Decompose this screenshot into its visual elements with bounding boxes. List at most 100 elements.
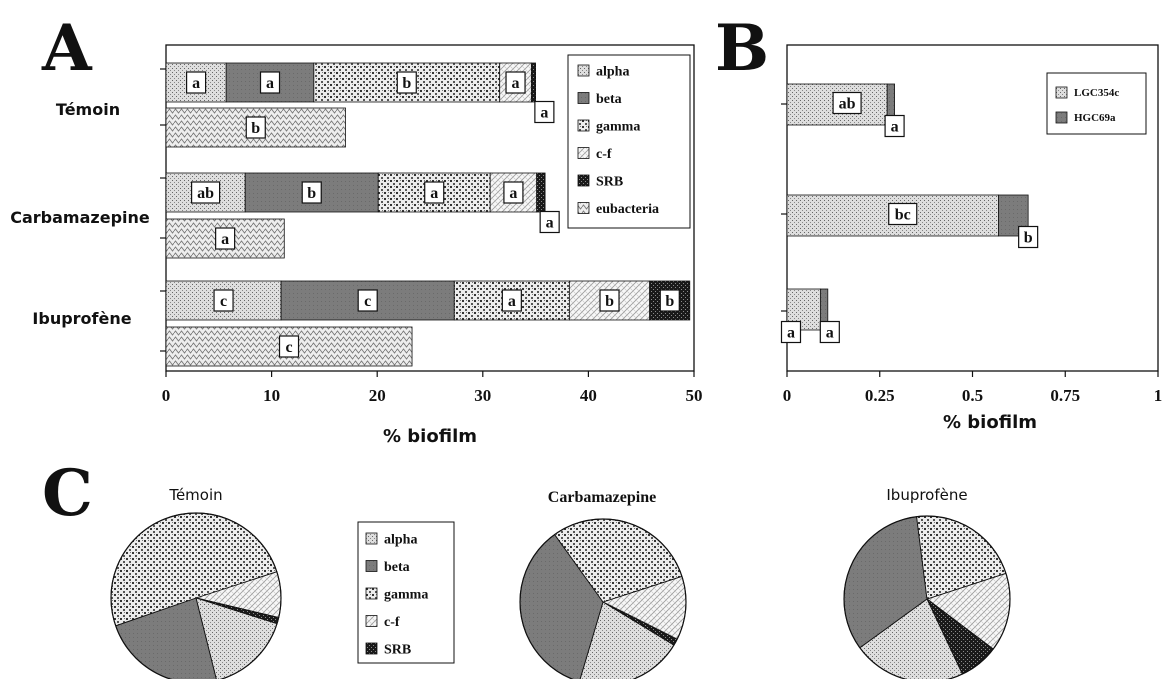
legend-label-hgc69a: HGC69a bbox=[1074, 112, 1116, 124]
bar-srb-carbamazepine bbox=[536, 172, 546, 213]
legend-label-c-f: c-f bbox=[596, 147, 612, 162]
panel-b-legend-box bbox=[1046, 72, 1147, 135]
panel-a-legend-box bbox=[567, 54, 691, 229]
label-beta-carbamazepine-text: b bbox=[307, 185, 316, 202]
panel-c-chart: Témoin Carbamazepine Ibuprofène alpha bet… bbox=[110, 486, 1011, 679]
label-beta-t-moin: a bbox=[259, 71, 281, 94]
panel-b-bars: ab a bc b a a bbox=[780, 83, 1039, 344]
label-eubacteria-carbamazepine-text: a bbox=[221, 231, 229, 248]
label-eubacteria-t-moin-box bbox=[245, 116, 266, 139]
pie-outline-carbamazepine bbox=[519, 518, 687, 679]
pie-legend-swatch-c-f bbox=[365, 615, 378, 627]
panel-a-axis-ticks: 0 10 20 30 40 50 bbox=[160, 68, 703, 405]
pie-legend-label-c-f: c-f bbox=[384, 615, 400, 630]
legend-label-eubacteria: eubacteria bbox=[596, 202, 659, 217]
panel-a-x-tick-label: 0 bbox=[162, 386, 171, 405]
legend-swatch-alpha bbox=[577, 64, 590, 77]
label-alpha-carbamazepine-box bbox=[191, 181, 221, 204]
label-alpha-carbamazepine-text: ab bbox=[197, 185, 214, 202]
label-c-f-carbamazepine-box bbox=[503, 181, 524, 204]
legend-label-gamma: gamma bbox=[596, 120, 640, 135]
label-c-f-t-moin: a bbox=[505, 71, 526, 94]
label-eubacteria-carbamazepine: a bbox=[215, 227, 236, 250]
pie-legend-swatch-srb bbox=[365, 642, 378, 655]
label-gamma-ibuprof-ne-box bbox=[501, 289, 522, 312]
pie-legend-swatch-beta bbox=[365, 560, 378, 572]
label-beta-carbamazepine-box bbox=[301, 181, 322, 204]
label-lgc354c-2-text: a bbox=[787, 325, 795, 342]
label-c-f-ibuprof-ne-text: b bbox=[605, 293, 614, 310]
legend-swatch-beta bbox=[577, 92, 590, 104]
label-srb-carbamazepine-box bbox=[539, 210, 560, 234]
bar-beta-t-moin bbox=[225, 62, 315, 103]
panel-b-x-axis-label: % biofilm bbox=[943, 412, 1037, 433]
panel-a-x-tick-label: 40 bbox=[580, 386, 597, 405]
pie-legend-label-alpha: alpha bbox=[384, 533, 417, 548]
label-c-f-t-moin-text: a bbox=[512, 75, 520, 92]
label-hgc69a-1-box bbox=[1018, 225, 1039, 249]
label-hgc69a-0: a bbox=[884, 114, 905, 138]
legend-label-alpha: alpha bbox=[596, 65, 629, 80]
pie-legend-swatch-alpha bbox=[365, 532, 378, 545]
label-hgc69a-0-box bbox=[884, 114, 905, 138]
panel-a-x-tick-label: 30 bbox=[474, 386, 491, 405]
label-eubacteria-t-moin-text: b bbox=[251, 120, 260, 137]
label-lgc354c-2: a bbox=[780, 320, 802, 344]
label-srb-t-moin-box bbox=[534, 100, 555, 124]
label-c-f-t-moin-box bbox=[505, 71, 526, 94]
label-lgc354c-1: bc bbox=[888, 202, 918, 226]
panel-label-b: B bbox=[715, 11, 769, 86]
label-alpha-ibuprof-ne-box bbox=[213, 289, 234, 312]
label-srb-ibuprof-ne-box bbox=[659, 289, 680, 312]
label-gamma-carbamazepine: a bbox=[424, 181, 445, 204]
pie-legend-swatch-gamma bbox=[365, 587, 378, 600]
pie-legend-label-beta: beta bbox=[384, 560, 410, 575]
label-srb-carbamazepine: a bbox=[539, 210, 560, 234]
panel-a-x-tick-label: 20 bbox=[369, 386, 386, 405]
label-gamma-t-moin: b bbox=[396, 71, 417, 94]
label-gamma-ibuprof-ne: a bbox=[501, 289, 522, 312]
label-hgc69a-0-text: a bbox=[891, 119, 899, 136]
pie-title-temoin: Témoin bbox=[168, 486, 222, 504]
label-srb-carbamazepine-text: a bbox=[546, 215, 554, 232]
label-srb-ibuprof-ne-text: b bbox=[665, 293, 674, 310]
panel-b-x-tick-label: 1 bbox=[1154, 386, 1163, 405]
label-hgc69a-1-text: b bbox=[1024, 230, 1033, 247]
label-alpha-ibuprof-ne-text: c bbox=[220, 293, 227, 310]
label-hgc69a-2-box bbox=[819, 320, 840, 344]
bar-srb-t-moin bbox=[530, 62, 536, 103]
legend-label-lgc354c: LGC354c bbox=[1074, 87, 1119, 99]
label-alpha-t-moin-box bbox=[185, 71, 207, 94]
panel-b-chart: 0 0.25 0.5 0.75 1 ab a bc b a a % biofilm LGC354c… bbox=[780, 44, 1163, 433]
legend-swatch-eubacteria bbox=[577, 202, 590, 214]
panel-b-legend: LGC354c HGC69a bbox=[1046, 72, 1147, 135]
label-hgc69a-1: b bbox=[1018, 225, 1039, 249]
category-label-carbamazepine: Carbamazepine bbox=[10, 208, 150, 227]
legend-swatch-srb bbox=[577, 174, 590, 187]
label-srb-t-moin: a bbox=[534, 100, 555, 124]
panel-a-x-axis-label: % biofilm bbox=[383, 426, 477, 447]
panel-a-legend-entries: alpha beta gamma c-f SRB eubacteria bbox=[577, 64, 659, 217]
panel-b-x-tick-label: 0 bbox=[783, 386, 792, 405]
label-gamma-ibuprof-ne-text: a bbox=[508, 293, 516, 310]
pie-title-carbamazepine: Carbamazepine bbox=[548, 489, 656, 506]
label-eubacteria-carbamazepine-box bbox=[215, 227, 236, 250]
label-lgc354c-0-box bbox=[832, 91, 862, 115]
label-beta-t-moin-box bbox=[259, 71, 281, 94]
label-gamma-t-moin-text: b bbox=[402, 75, 411, 92]
label-beta-ibuprof-ne-box bbox=[357, 289, 378, 312]
label-lgc354c-1-text: bc bbox=[895, 207, 911, 224]
label-alpha-ibuprof-ne: c bbox=[213, 289, 234, 312]
label-srb-t-moin-text: a bbox=[540, 105, 548, 122]
label-eubacteria-ibuprof-ne: c bbox=[278, 335, 300, 358]
legend-swatch-lgc354c bbox=[1055, 86, 1068, 99]
label-alpha-t-moin-text: a bbox=[192, 75, 200, 92]
pie-outline-ibuprof-ne bbox=[843, 515, 1011, 679]
pie-title-ibuprofene: Ibuprofène bbox=[886, 486, 967, 504]
label-lgc354c-2-box bbox=[780, 320, 802, 344]
panel-a-x-tick-label: 10 bbox=[263, 386, 280, 405]
label-c-f-carbamazepine: a bbox=[503, 181, 524, 204]
